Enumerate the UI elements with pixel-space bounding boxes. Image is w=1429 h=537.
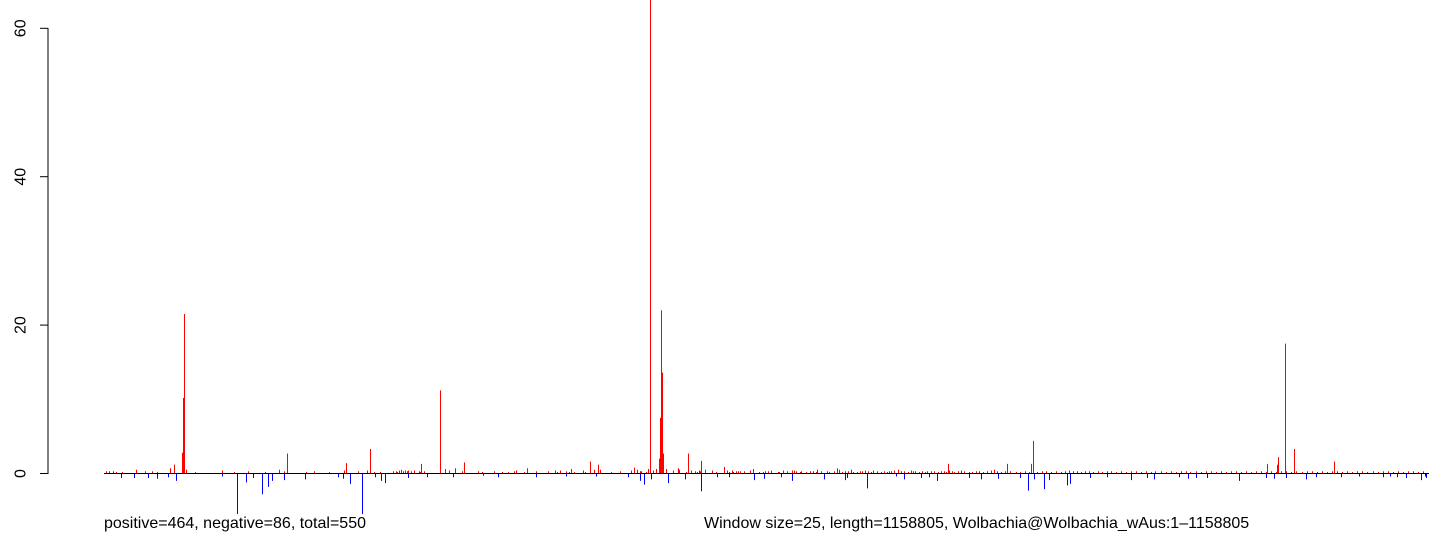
y-axis: 0 20 40 60 <box>13 19 49 478</box>
y-tick-label: 0 <box>13 469 30 478</box>
window-info-caption: Window size=25, length=1158805, Wolbachi… <box>704 515 1250 532</box>
summary-caption: positive=464, negative=86, total=550 <box>104 515 366 532</box>
y-tick-label: 60 <box>13 19 30 37</box>
y-tick-label: 40 <box>13 168 30 186</box>
y-tick-label: 20 <box>13 316 30 334</box>
bar-chart: 0 20 40 60 <box>13 0 1429 514</box>
bars-group <box>106 0 1427 514</box>
